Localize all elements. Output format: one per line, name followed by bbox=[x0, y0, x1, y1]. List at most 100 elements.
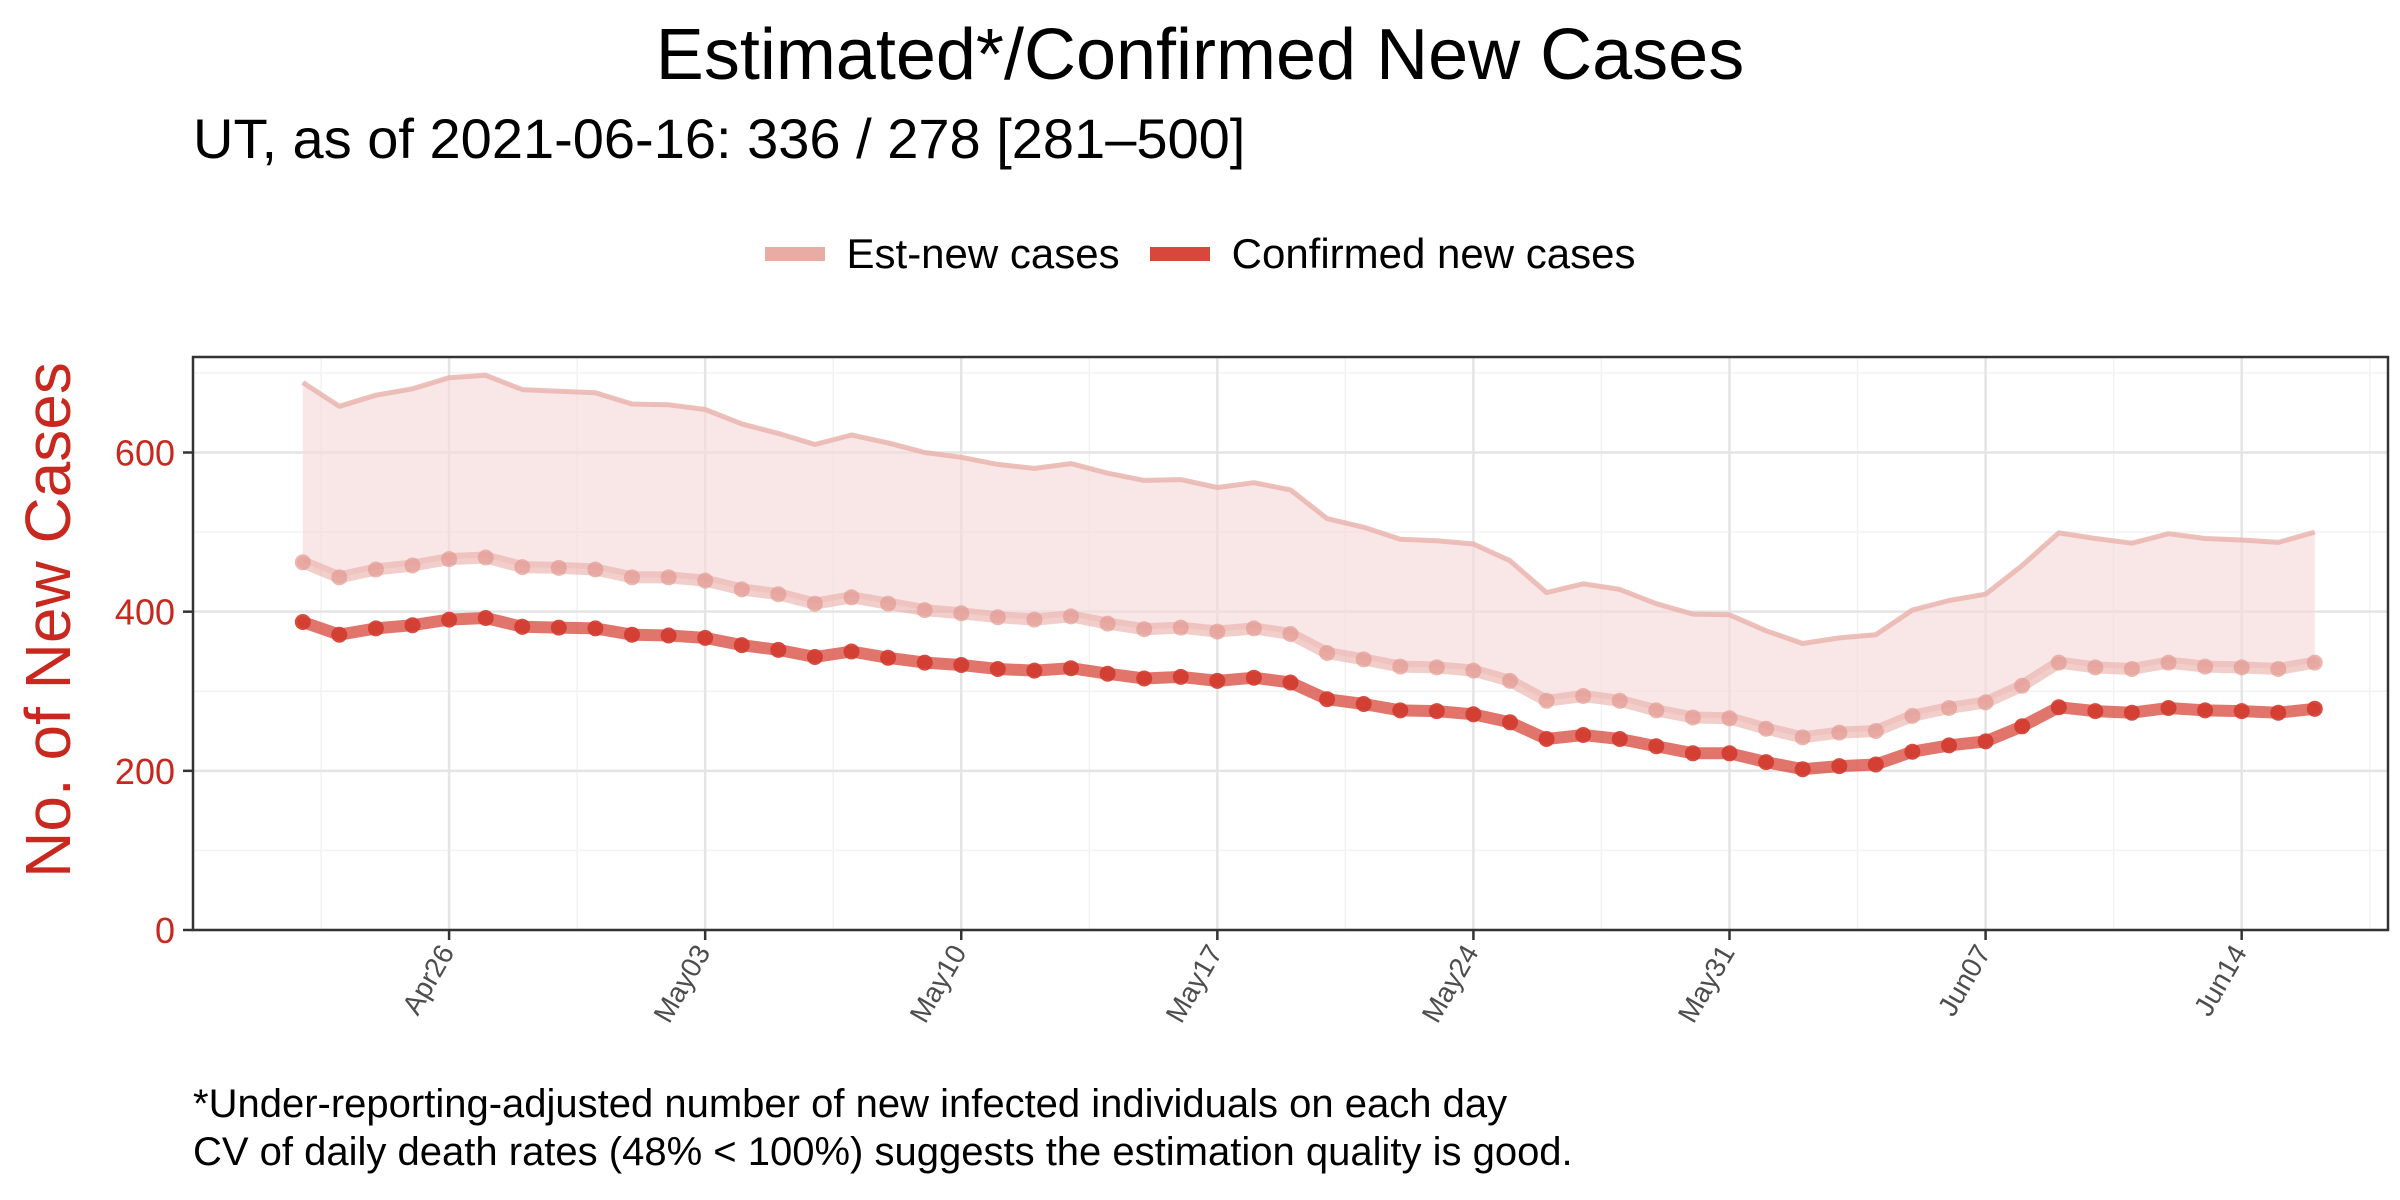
confirmed-new-cases-point bbox=[1209, 672, 1226, 689]
est-new-cases-point bbox=[331, 569, 348, 586]
est-new-cases-point bbox=[1172, 619, 1189, 636]
legend: Est-new cases Confirmed new cases bbox=[0, 224, 2400, 284]
confirmed-new-cases-point bbox=[2014, 718, 2031, 735]
confirmed-new-cases-point bbox=[2270, 704, 2287, 721]
confirmed-new-cases-point bbox=[2233, 703, 2250, 720]
est-new-cases-point bbox=[989, 609, 1006, 626]
footnote-line-2: CV of daily death rates (48% < 100%) sug… bbox=[193, 1130, 1573, 1174]
confirmed-new-cases-point bbox=[367, 620, 384, 637]
x-tick-label: May03 bbox=[647, 940, 716, 1028]
est-new-cases-point bbox=[2160, 654, 2177, 671]
est-new-cases-point bbox=[2050, 654, 2067, 671]
est-new-cases-point bbox=[587, 561, 604, 578]
est-new-cases-point bbox=[367, 561, 384, 578]
est-new-cases-point bbox=[1941, 700, 1957, 716]
est-new-cases-point bbox=[477, 549, 494, 566]
confirmed-new-cases-point bbox=[697, 629, 714, 646]
confirmed-new-cases-point bbox=[1867, 756, 1884, 773]
footnote: *Under-reporting-adjusted number of new … bbox=[193, 1080, 1573, 1176]
y-tick-label: 0 bbox=[155, 910, 175, 951]
confirmed-new-cases-point bbox=[1831, 758, 1848, 775]
legend-key-confirmed bbox=[1149, 247, 1210, 261]
confirmed-new-cases-point bbox=[660, 627, 677, 644]
confirmed-new-cases-point bbox=[2160, 700, 2177, 716]
x-tick-label: May24 bbox=[1416, 940, 1485, 1028]
confirmed-new-cases-point bbox=[1977, 733, 1994, 750]
est-new-cases-point bbox=[550, 559, 567, 576]
confirmed-new-cases-point bbox=[1099, 665, 1116, 682]
est-new-cases-point bbox=[1282, 626, 1299, 642]
confirmed-new-cases-point bbox=[1941, 737, 1957, 754]
y-tick-label: 400 bbox=[115, 592, 175, 633]
est-new-cases-point bbox=[1355, 651, 1372, 668]
confirmed-new-cases-point bbox=[1392, 702, 1409, 719]
footnote-line-1: *Under-reporting-adjusted number of new … bbox=[193, 1082, 1508, 1126]
est-new-cases-point bbox=[2014, 677, 2031, 694]
confirmed-new-cases-point bbox=[1648, 738, 1665, 755]
confirmed-new-cases-point bbox=[1136, 670, 1153, 687]
est-new-cases-point bbox=[1026, 611, 1043, 628]
confirmed-new-cases-point bbox=[770, 641, 787, 658]
confirmed-new-cases-point bbox=[806, 649, 823, 665]
confirmed-new-cases-point bbox=[843, 643, 860, 660]
est-new-cases-point bbox=[441, 551, 458, 568]
confirmed-new-cases-point bbox=[514, 618, 531, 635]
est-new-cases-point bbox=[1721, 710, 1738, 727]
confirmed-new-cases-point bbox=[1575, 727, 1592, 743]
confirmed-new-cases-point bbox=[2123, 704, 2140, 721]
confirmed-new-cases-point bbox=[1611, 731, 1628, 747]
est-new-cases-point bbox=[2306, 654, 2323, 671]
est-new-cases-point bbox=[514, 559, 531, 576]
est-new-cases-point bbox=[1904, 707, 1921, 724]
y-tick-label: 200 bbox=[115, 751, 175, 792]
est-new-cases-point bbox=[697, 572, 714, 589]
confirmed-new-cases-point bbox=[953, 657, 970, 673]
confirmed-new-cases-point bbox=[989, 661, 1006, 677]
confirmed-new-cases-point bbox=[1684, 745, 1701, 762]
legend-item-est: Est-new cases bbox=[764, 230, 1120, 278]
est-new-cases-point bbox=[1245, 620, 1262, 637]
est-new-cases-point bbox=[1611, 692, 1628, 709]
confirmed-new-cases-point bbox=[1245, 669, 1262, 686]
est-new-cases-point bbox=[953, 605, 970, 622]
chart-subtitle: UT, as of 2021-06-16: 336 / 278 [281–500… bbox=[193, 107, 1246, 170]
y-tick-label: 600 bbox=[115, 433, 175, 474]
x-tick-label: Jun07 bbox=[1932, 940, 1997, 1022]
x-tick-label: May10 bbox=[904, 940, 973, 1028]
confirmed-new-cases-point bbox=[1172, 668, 1189, 685]
est-new-cases-point bbox=[1099, 615, 1116, 632]
est-new-cases-point bbox=[1538, 692, 1555, 709]
est-new-cases-point bbox=[770, 586, 787, 603]
est-new-cases-point bbox=[1319, 645, 1336, 661]
est-new-cases-point bbox=[843, 589, 860, 606]
est-new-cases-point bbox=[2233, 659, 2250, 676]
confirmed-new-cases-point bbox=[880, 649, 897, 666]
est-new-cases-point bbox=[1831, 724, 1848, 741]
confirmed-new-cases-point bbox=[2306, 700, 2323, 717]
est-new-cases-point bbox=[806, 595, 823, 612]
confirmed-new-cases-point bbox=[550, 619, 567, 636]
confirmed-new-cases-point bbox=[624, 626, 640, 643]
upper-bound-line bbox=[301, 372, 2316, 646]
est-new-cases-point bbox=[1428, 659, 1445, 676]
panel-border bbox=[191, 355, 2390, 932]
chart-title: Estimated*/Confirmed New Cases bbox=[655, 15, 1745, 95]
confirmed-new-cases-point bbox=[1063, 660, 1079, 677]
est-new-cases-point bbox=[1465, 662, 1482, 679]
est-new-cases-point bbox=[2270, 661, 2287, 677]
legend-label-confirmed: Confirmed new cases bbox=[1231, 230, 1636, 277]
est-new-cases-point bbox=[2087, 659, 2104, 676]
confirmed-new-cases-point bbox=[1502, 714, 1518, 731]
x-tick-label: Jun14 bbox=[2188, 940, 2253, 1022]
est-new-cases-point bbox=[1502, 672, 1518, 689]
confirmed-new-cases-point bbox=[2050, 699, 2067, 716]
confirmed-new-cases-point bbox=[1538, 731, 1555, 747]
est-new-cases-point bbox=[1977, 694, 1994, 711]
confirmed-new-cases-point bbox=[1904, 743, 1921, 760]
est-new-cases-point bbox=[733, 581, 750, 598]
est-new-cases-point bbox=[916, 602, 933, 619]
est-new-cases-point bbox=[404, 557, 421, 574]
est-new-cases-point bbox=[1867, 723, 1884, 739]
confirmed-new-cases-point bbox=[1428, 703, 1445, 720]
